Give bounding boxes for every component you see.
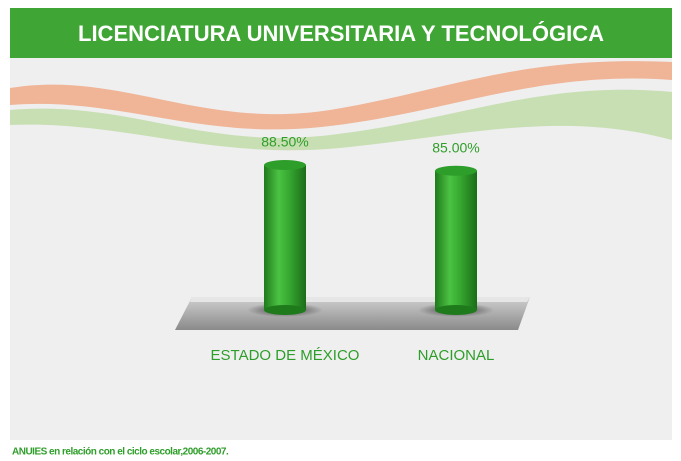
bar-top <box>435 166 477 176</box>
bar-bottom <box>435 305 477 315</box>
value-label: 88.50% <box>261 134 308 150</box>
x-tick-label: NACIONAL <box>418 347 495 364</box>
value-label: 85.00% <box>432 139 479 155</box>
platform-top <box>190 297 530 302</box>
bar-bottom <box>264 305 306 315</box>
source-note: ANUIES en relación con el ciclo escolar,… <box>12 447 229 458</box>
bar <box>435 171 477 310</box>
bar-top <box>264 160 306 170</box>
chart: LICENCIATURA UNIVERSITARIA Y TECNOLÓGICA… <box>0 0 681 461</box>
chart-title: LICENCIATURA UNIVERSITARIA Y TECNOLÓGICA <box>78 21 604 46</box>
x-tick-label: ESTADO DE MÉXICO <box>211 347 360 364</box>
bar <box>264 165 306 310</box>
